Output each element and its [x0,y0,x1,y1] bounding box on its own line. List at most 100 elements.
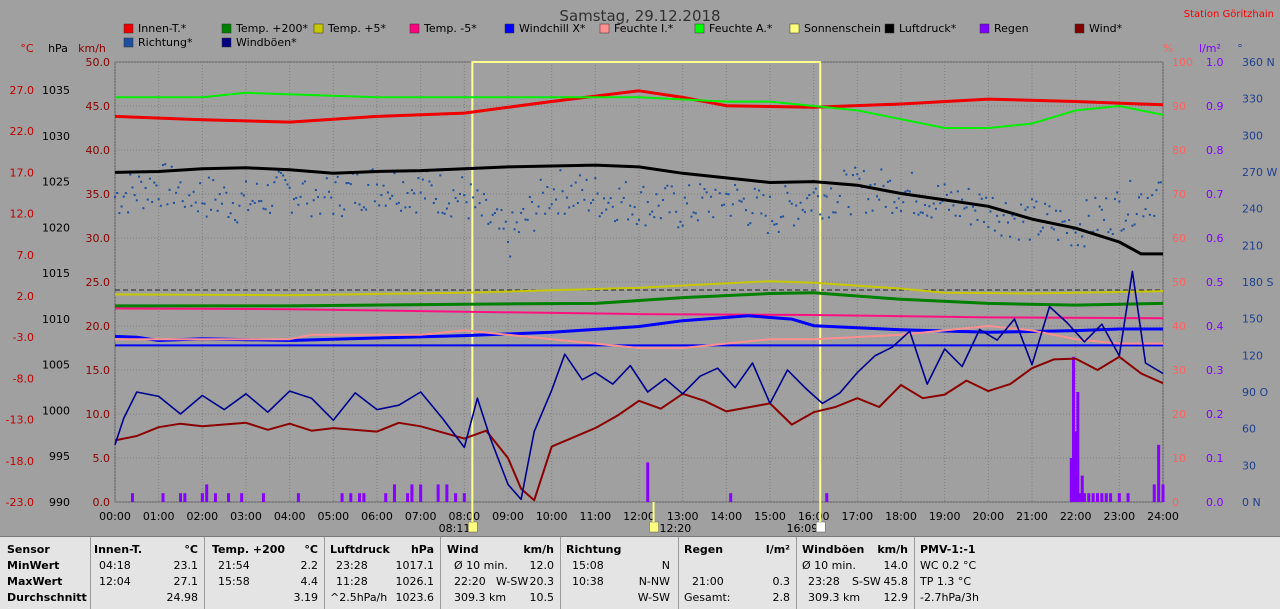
wind-axis-tick: 0.0 [93,496,111,509]
rain-bar [1071,356,1075,502]
temp-axis-tick: -13.0 [6,414,34,427]
direction-point [1050,226,1053,229]
direction-point [956,190,959,193]
direction-point [1127,213,1130,216]
direction-point [694,212,697,215]
direction-point [773,223,776,226]
legend-label: Sonnenschein [804,22,881,35]
direction-point [380,194,383,197]
rain-axis-tick: 0.4 [1206,320,1224,333]
direction-point [819,213,822,216]
direction-point [539,178,542,181]
direction-point [703,188,706,191]
direction-point [386,191,389,194]
direction-point [688,184,691,187]
temp-axis-tick: -18.0 [6,455,34,468]
rain-axis-tick: 0.7 [1206,188,1224,201]
direction-point [996,214,999,217]
temp-axis-tick: 2.0 [17,290,35,303]
direction-point [838,194,841,197]
wind-axis-tick: 15.0 [86,364,111,377]
rain-bar [1157,444,1161,502]
sun-marker-icon [815,521,826,533]
rain-bar [296,493,300,502]
direction-point [502,227,505,230]
direction-point [976,218,979,221]
direction-point [705,191,708,194]
pmv-row2: TP 1.3 °C [920,575,972,588]
direction-point [354,201,357,204]
direction-point [734,183,737,186]
direction-point [400,209,403,212]
direction-point [1124,219,1127,222]
regen-row2-val: 0.3 [772,575,791,588]
direction-point [987,226,990,229]
x-tick: 13:00 [667,510,699,523]
rain-bar [261,493,265,502]
direction-point [330,196,333,199]
direction-point [251,199,254,202]
direction-point [194,201,197,204]
series-line [114,280,1164,297]
direction-point [710,195,713,198]
direction-point [413,192,416,195]
direction-point [469,183,472,186]
direction-point [579,174,582,177]
direction-point [1103,218,1106,221]
direction-axis-tick: 300 [1242,129,1263,142]
innen-max-val: 27.1 [173,575,199,588]
direction-point [537,205,540,208]
direction-point [240,192,243,195]
direction-point [963,207,966,210]
direction-point [690,215,693,218]
temp200-title: Temp. +200 [212,543,286,556]
rain-bar [436,484,440,502]
direction-point [140,180,143,183]
stats-regen: Regen l/m² 21:00 0.3 Gesamt: 2.8 [678,537,797,609]
row-max-label: MaxWert [7,575,63,588]
legend-label: Wind* [1089,22,1123,35]
legend-swatch [221,23,232,34]
direction-point [609,197,612,200]
direction-point [395,202,398,205]
direction-point [522,207,525,210]
legend-label: Windchill X* [519,22,586,35]
series-line [114,355,1164,502]
direction-point [201,202,204,205]
direction-point [555,198,558,201]
rain-bar [419,484,423,502]
wind-axis-tick: 30.0 [86,232,111,245]
direction-point [985,196,988,199]
direction-point [934,207,937,210]
direction-point [948,208,951,211]
direction-point [862,170,865,173]
direction-point [138,175,141,178]
direction-point [210,208,213,211]
direction-point [220,202,223,205]
direction-point [941,200,944,203]
direction-point [1137,196,1140,199]
series-lines [114,89,1164,502]
direction-point [865,211,868,214]
direction-point [151,200,154,203]
direction-point [1074,231,1077,234]
sunshine-outline [471,61,822,502]
direction-point [858,177,861,180]
direction-point [223,186,226,189]
direction-point [303,180,306,183]
rain-bar [179,493,182,502]
direction-point [325,177,328,180]
x-tick: 10:00 [536,510,568,523]
x-tick: 21:00 [1016,510,1048,523]
direction-point [480,214,483,217]
direction-point [600,212,603,215]
rain-axis-tick: 0.5 [1206,276,1224,289]
series-line [114,307,1164,320]
rain-bar [1161,484,1165,502]
direction-point [378,204,381,207]
rain-bar [1100,493,1104,502]
wind-axis-tick: 40.0 [86,144,111,157]
direction-point [880,168,883,171]
direction-point [319,212,322,215]
direction-point [550,203,553,206]
